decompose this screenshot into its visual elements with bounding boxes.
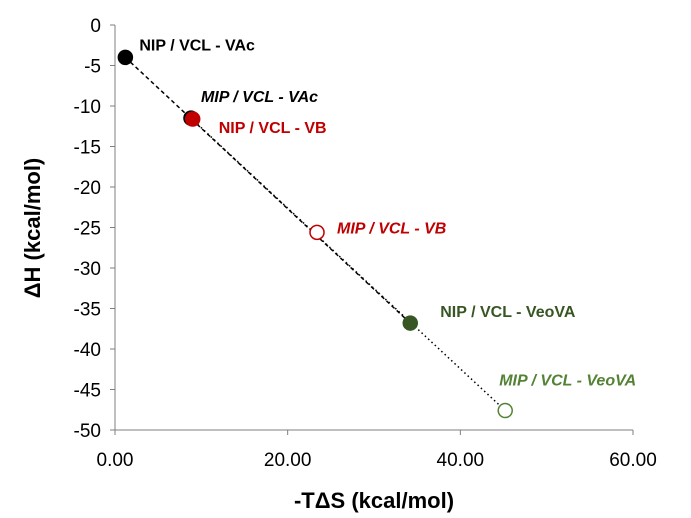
data-point <box>402 315 419 331</box>
x-tick-label: 20.00 <box>264 450 312 471</box>
y-axis-title: ΔH (kcal/mol) <box>20 158 45 299</box>
x-tick-label: 60.00 <box>609 450 657 471</box>
y-tick-label: -10 <box>74 97 101 118</box>
y-tick-label: 0 <box>90 16 101 37</box>
y-tick-label: -20 <box>74 178 101 199</box>
y-tick-label: -45 <box>74 381 101 402</box>
point-labels: NIP / VCL - VAc MIP / VCL - VAc NIP / VCL … <box>139 37 636 389</box>
point-label: MIP / VCL - VeoVA <box>499 373 636 390</box>
point-label: NIP / VCL - VB <box>219 120 327 137</box>
y-tick-label: -5 <box>84 57 101 78</box>
data-point <box>497 402 513 419</box>
point-label: NIP / VCL - VAc <box>139 37 255 54</box>
point-label: NIP / VCL - VeoVA <box>440 304 576 321</box>
y-tick-label: -25 <box>74 219 101 240</box>
x-tick-label: 40.00 <box>437 450 485 471</box>
y-tick-label: -35 <box>74 300 101 321</box>
x-axis-title: -TΔS (kcal/mol) <box>294 488 454 513</box>
point-label: MIP / VCL - VB <box>337 220 446 237</box>
point-label: MIP / VCL - VAc <box>201 89 318 106</box>
y-tick-label: -50 <box>74 421 101 442</box>
x-tick-label: 0.00 <box>97 450 134 471</box>
y-tick-label: -40 <box>74 340 101 361</box>
y-tick-label: -30 <box>74 259 101 280</box>
trendlines <box>124 56 506 412</box>
y-ticks: 0 -5 -10 -15 -20 -25 -30 -35 -40 -45 -50 <box>74 16 115 442</box>
y-tick-label: -15 <box>74 138 101 159</box>
data-point <box>309 224 325 241</box>
data-point <box>184 111 201 127</box>
data-point <box>117 49 134 66</box>
x-ticks: 0.00 20.00 40.00 60.00 <box>97 430 657 471</box>
data-points <box>117 49 513 419</box>
